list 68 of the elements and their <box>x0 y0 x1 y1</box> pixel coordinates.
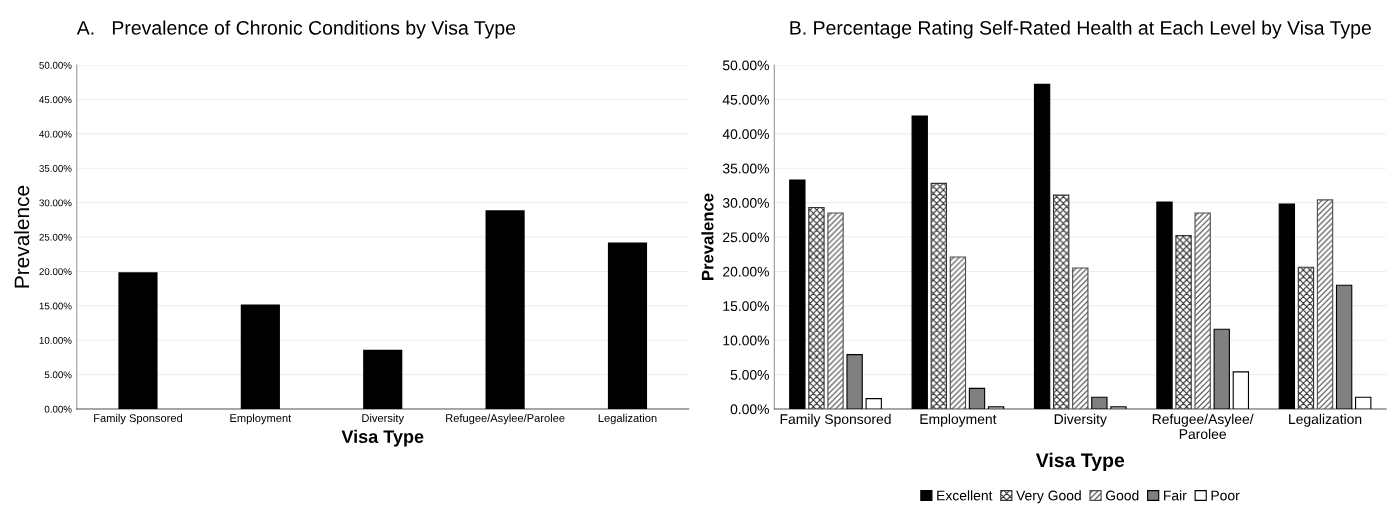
y-tick-label: 25.00% <box>39 233 72 241</box>
x-tick-label: Legalization <box>1289 413 1362 427</box>
x-tick-label: Diversity <box>1054 413 1107 427</box>
bar <box>930 182 948 409</box>
x-tick-label: Employment <box>920 413 997 427</box>
bar <box>1232 371 1250 409</box>
bar <box>1091 396 1108 409</box>
x-tick-label: Legalization <box>598 413 657 425</box>
bar <box>1297 266 1315 409</box>
chart-title: B. Percentage Rating Self-Rated Health at Each Level by Visa Type <box>790 20 1371 39</box>
x-axis-title: Visa Type <box>341 429 424 447</box>
x-tick-label: Family Sponsored <box>780 413 891 427</box>
legend-label: Good <box>1106 490 1139 501</box>
bar <box>1355 396 1372 409</box>
y-tick-label: 35.00% <box>39 165 72 172</box>
x-tick-label: Diversity <box>362 413 404 425</box>
y-tick-label: 35.00% <box>722 163 769 174</box>
bar <box>1052 194 1070 409</box>
y-tick-label: 50.00% <box>39 61 72 69</box>
chart-title: A. Prevalence of Chronic Conditions by Visa Type <box>76 20 516 39</box>
bar <box>1335 284 1353 409</box>
y-axis-title: Prevalence <box>701 193 714 280</box>
bar <box>607 242 648 409</box>
y-tick-label: 30.00% <box>722 198 769 208</box>
y-tick-label: 10.00% <box>39 336 72 344</box>
x-tick-label: Refugee/Asylee/Parolee <box>446 413 565 425</box>
x-tick-label: Refugee/Asylee/ Parolee <box>1152 413 1254 440</box>
legend-label: Very Good <box>1016 490 1081 504</box>
bar <box>240 304 280 409</box>
legend-label: Fair <box>1164 490 1187 501</box>
y-tick-label: 20.00% <box>39 268 72 276</box>
y-tick-label: 50.00% <box>722 60 769 71</box>
bar <box>485 210 525 409</box>
bar <box>987 406 1005 409</box>
y-tick-label: 30.00% <box>39 199 72 207</box>
y-tick-label: 15.00% <box>39 302 72 310</box>
y-tick-label: 5.00% <box>730 369 769 380</box>
bar <box>118 272 158 409</box>
bar <box>1110 406 1127 409</box>
y-tick-label: 45.00% <box>39 96 72 104</box>
y-tick-label: 0.00% <box>44 405 72 413</box>
legend-label: Excellent <box>937 490 993 501</box>
bar <box>1033 83 1051 409</box>
y-tick-label: 20.00% <box>723 266 769 277</box>
y-tick-label: 5.00% <box>44 371 72 379</box>
x-tick-label: Family Sponsored <box>94 413 183 425</box>
x-axis-title: Visa Type <box>1035 452 1125 471</box>
x-tick-label: Employment <box>230 413 292 425</box>
y-tick-label: 10.00% <box>723 335 769 346</box>
y-tick-label: 25.00% <box>723 232 769 243</box>
y-axis-title: Prevalence <box>13 185 30 288</box>
bar <box>1278 203 1296 409</box>
bar <box>363 349 403 409</box>
y-tick-label: 45.00% <box>722 94 769 105</box>
bar <box>846 354 863 409</box>
bar <box>1213 328 1230 409</box>
y-tick-label: 40.00% <box>722 129 769 140</box>
bar <box>808 206 825 409</box>
bar <box>789 179 806 409</box>
y-tick-label: 15.00% <box>723 301 769 311</box>
bar <box>911 115 928 409</box>
bar <box>1175 235 1192 409</box>
bar <box>865 398 882 409</box>
y-tick-label: 0.00% <box>730 404 769 415</box>
legend-label: Poor <box>1211 490 1240 501</box>
bar <box>968 387 986 409</box>
bar <box>1156 201 1173 409</box>
y-tick-label: 40.00% <box>39 130 72 138</box>
